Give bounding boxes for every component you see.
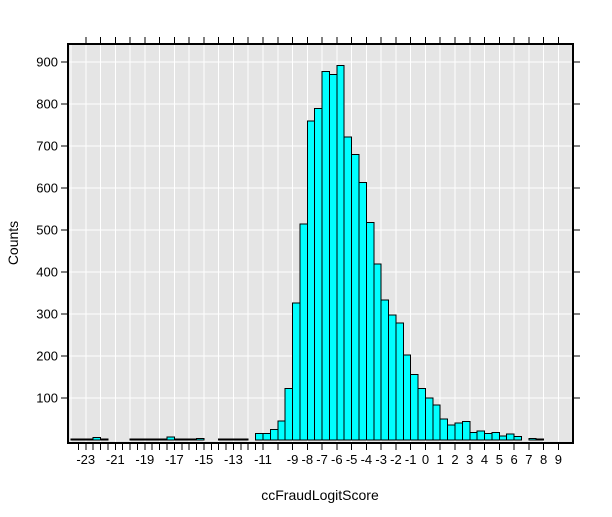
svg-text:-9: -9	[287, 452, 299, 467]
svg-text:6: 6	[510, 452, 517, 467]
svg-text:1: 1	[437, 452, 444, 467]
svg-text:-19: -19	[135, 452, 154, 467]
svg-text:-2: -2	[390, 452, 402, 467]
svg-text:100: 100	[36, 391, 58, 406]
x-axis-title: ccFraudLogitScore	[261, 487, 379, 503]
svg-text:5: 5	[496, 452, 503, 467]
svg-text:0: 0	[422, 452, 429, 467]
svg-text:-17: -17	[165, 452, 184, 467]
svg-text:4: 4	[481, 452, 488, 467]
svg-text:-7: -7	[316, 452, 328, 467]
svg-text:-21: -21	[106, 452, 125, 467]
svg-text:700: 700	[36, 139, 58, 154]
svg-text:600: 600	[36, 181, 58, 196]
svg-text:900: 900	[36, 55, 58, 70]
svg-text:-6: -6	[331, 452, 343, 467]
svg-text:800: 800	[36, 97, 58, 112]
svg-text:9: 9	[555, 452, 562, 467]
svg-text:500: 500	[36, 223, 58, 238]
svg-text:-8: -8	[302, 452, 314, 467]
svg-text:2: 2	[451, 452, 458, 467]
svg-text:-5: -5	[346, 452, 358, 467]
svg-text:200: 200	[36, 349, 58, 364]
svg-text:300: 300	[36, 307, 58, 322]
svg-text:-11: -11	[254, 452, 272, 467]
svg-text:-4: -4	[361, 452, 373, 467]
svg-text:-13: -13	[224, 452, 243, 467]
svg-text:3: 3	[466, 452, 473, 467]
svg-text:400: 400	[36, 265, 58, 280]
svg-text:-23: -23	[76, 452, 95, 467]
svg-text:7: 7	[525, 452, 532, 467]
svg-text:8: 8	[540, 452, 547, 467]
svg-text:-3: -3	[375, 452, 387, 467]
svg-text:-1: -1	[405, 452, 417, 467]
y-axis-title: Counts	[5, 220, 21, 266]
svg-text:-15: -15	[195, 452, 214, 467]
